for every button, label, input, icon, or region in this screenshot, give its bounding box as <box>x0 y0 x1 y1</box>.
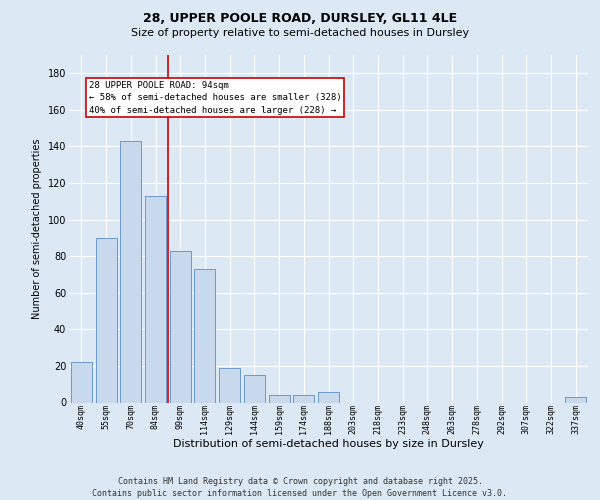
Text: Size of property relative to semi-detached houses in Dursley: Size of property relative to semi-detach… <box>131 28 469 38</box>
Bar <box>71 362 92 403</box>
Text: 28 UPPER POOLE ROAD: 94sqm
← 58% of semi-detached houses are smaller (328)
40% o: 28 UPPER POOLE ROAD: 94sqm ← 58% of semi… <box>89 80 341 114</box>
Bar <box>293 395 314 402</box>
Bar <box>269 395 290 402</box>
Bar <box>219 368 240 402</box>
Bar <box>565 397 586 402</box>
X-axis label: Distribution of semi-detached houses by size in Dursley: Distribution of semi-detached houses by … <box>173 440 484 450</box>
Y-axis label: Number of semi-detached properties: Number of semi-detached properties <box>32 138 42 319</box>
Bar <box>120 141 141 403</box>
Bar <box>244 375 265 402</box>
Bar <box>318 392 339 402</box>
Bar <box>95 238 116 402</box>
Bar <box>170 250 191 402</box>
Text: Contains HM Land Registry data © Crown copyright and database right 2025.
Contai: Contains HM Land Registry data © Crown c… <box>92 476 508 498</box>
Text: 28, UPPER POOLE ROAD, DURSLEY, GL11 4LE: 28, UPPER POOLE ROAD, DURSLEY, GL11 4LE <box>143 12 457 26</box>
Bar <box>194 269 215 402</box>
Bar <box>145 196 166 402</box>
